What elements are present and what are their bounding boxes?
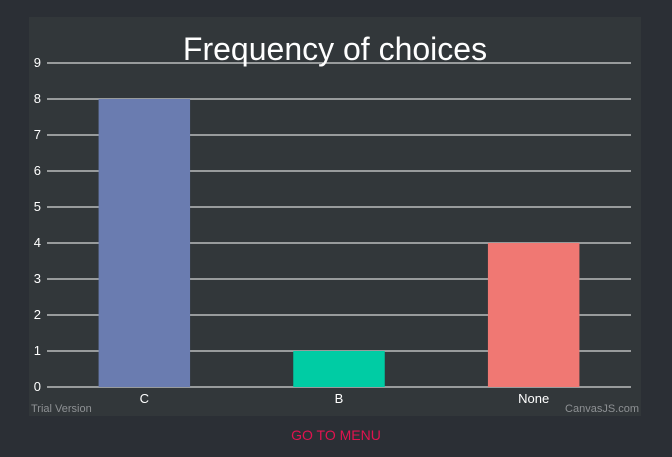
x-tick-label: C [140, 391, 149, 406]
y-tick-label: 8 [34, 91, 41, 106]
y-tick-label: 7 [34, 127, 41, 142]
bar-none[interactable] [487, 243, 580, 387]
y-tick-label: 9 [34, 55, 41, 70]
x-tick-label: B [335, 391, 344, 406]
go-to-menu-button[interactable]: GO TO MENU [291, 427, 381, 443]
canvasjs-credit-link[interactable]: CanvasJS.com [565, 403, 639, 415]
y-tick-label: 4 [34, 235, 41, 250]
x-axis-tick-labels: C B None [140, 391, 550, 406]
chart-panel: Frequency of choices 0 1 2 3 4 5 6 7 8 9 C B None T… [29, 17, 641, 416]
chart-title: Frequency of choices [182, 31, 488, 67]
y-tick-label: 2 [34, 307, 41, 322]
y-tick-label: 5 [34, 199, 41, 214]
trial-version-label: Trial Version [31, 403, 92, 415]
y-tick-label: 1 [34, 343, 41, 358]
bar-b[interactable] [293, 351, 385, 387]
bar-c[interactable] [98, 99, 191, 387]
y-tick-label: 3 [34, 271, 41, 286]
y-tick-label: 0 [34, 379, 41, 394]
y-axis-tick-labels: 0 1 2 3 4 5 6 7 8 9 [34, 55, 41, 394]
y-tick-label: 6 [34, 163, 41, 178]
bars [98, 99, 580, 387]
bar-chart: 0 1 2 3 4 5 6 7 8 9 C B None [34, 55, 631, 406]
x-tick-label: None [518, 391, 549, 406]
